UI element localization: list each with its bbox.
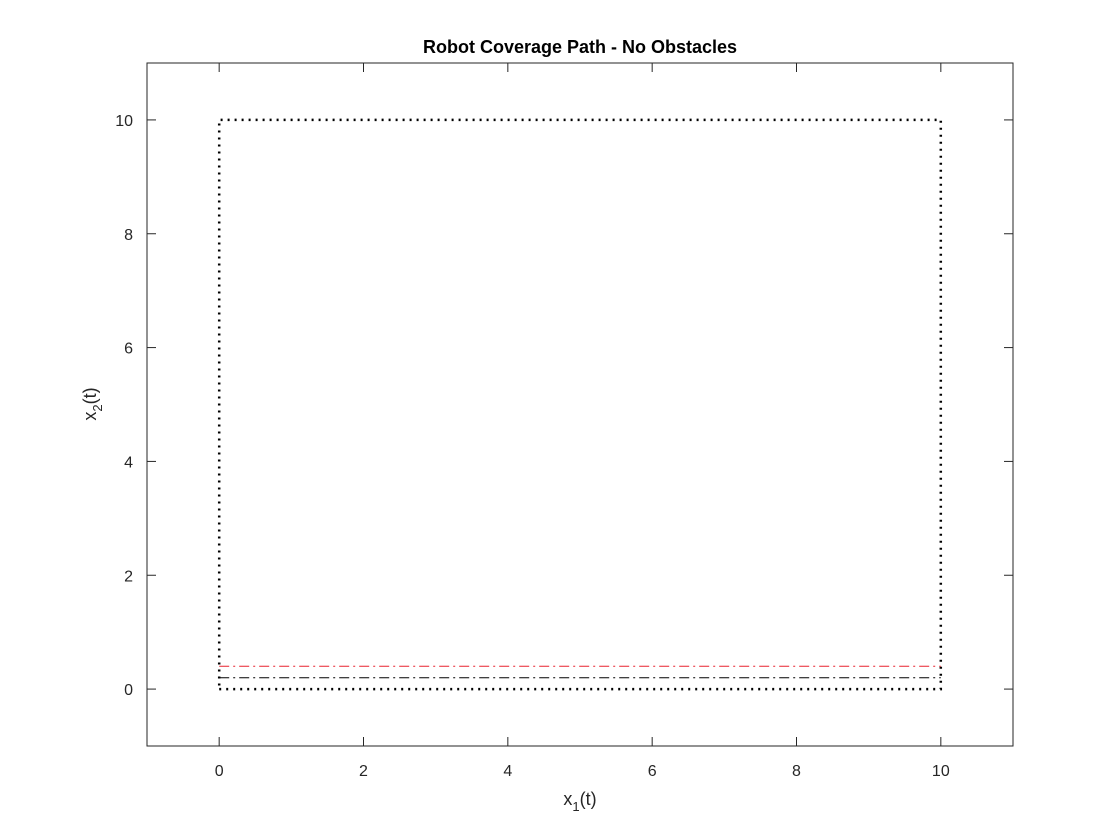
x-axis-label-base: x: [563, 789, 572, 809]
y-tick-label-3: 4: [124, 454, 133, 471]
y-tick-label-2: 2: [124, 568, 133, 585]
y-tick-label-5: 8: [124, 227, 133, 244]
y-tick-label-4: 6: [124, 341, 133, 358]
x-tick-label-1: 0: [215, 763, 224, 780]
chart-title: Robot Coverage Path - No Obstacles: [423, 37, 737, 57]
x-tick-label-3: 4: [503, 763, 512, 780]
x-tick-label-4: 6: [648, 763, 657, 780]
y-tick-label-6: 10: [115, 113, 133, 130]
x-axis-label-suffix: (t): [580, 789, 597, 809]
y-tick-label-1: 0: [124, 682, 133, 699]
x-axis-label-sub: 1: [572, 799, 579, 814]
tick-layer: 0 2 4 6 8 10 0 2 4 6 8 10: [115, 63, 1013, 780]
y-axis-label: x2(t): [80, 387, 105, 420]
plot-area: [146, 62, 1014, 747]
x-tick-label-6: 10: [932, 763, 950, 780]
y-axis-label-sub: 2: [90, 404, 105, 411]
y-axis-label-base: x: [80, 412, 100, 421]
x-tick-label-5: 8: [792, 763, 801, 780]
series-layer: [217, 118, 943, 691]
y-axis-label-suffix: (t): [80, 387, 100, 404]
x-axis-label: x1(t): [563, 789, 596, 814]
x-tick-label-2: 2: [359, 763, 368, 780]
